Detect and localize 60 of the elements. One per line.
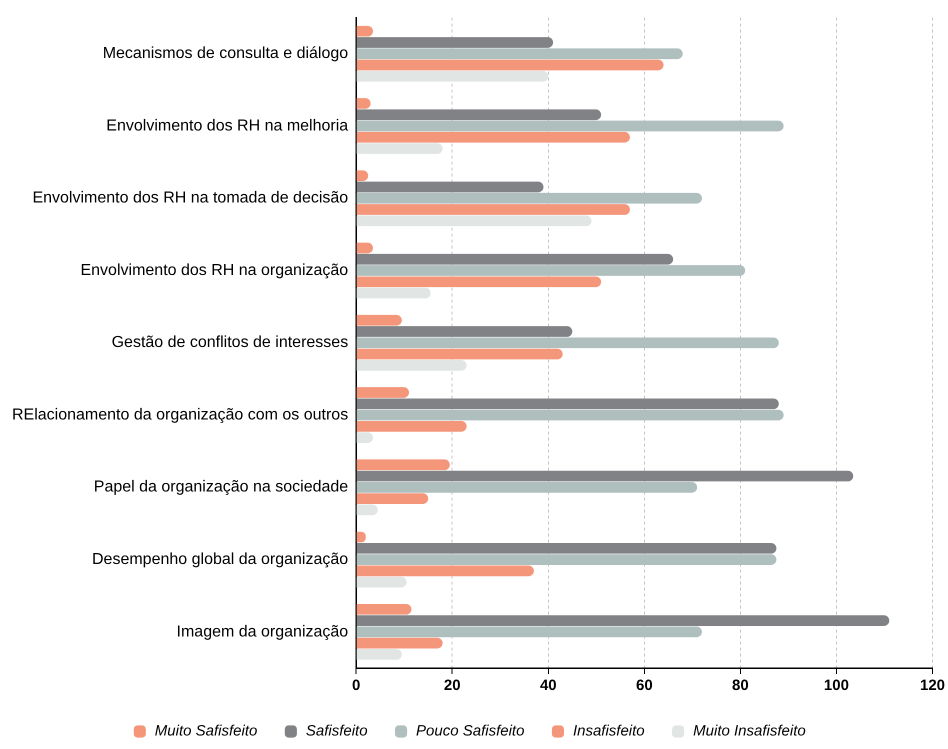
legend-label: Muito Safisfeito — [154, 722, 258, 740]
bar — [356, 109, 602, 120]
y-tick-label: RElacionamento da organização com os outros — [12, 406, 348, 424]
legend-label: Muito Insafisfeito — [693, 722, 806, 740]
bar — [356, 265, 746, 276]
y-tick-label: Envolvimento dos RH na organização — [80, 262, 348, 279]
bar — [356, 387, 410, 398]
bar — [356, 70, 548, 82]
bar — [356, 182, 544, 192]
bar — [356, 143, 443, 154]
bar — [356, 604, 412, 615]
bar — [356, 576, 407, 588]
bar — [356, 314, 402, 326]
bar — [356, 120, 784, 132]
bar — [356, 638, 443, 648]
bar — [356, 470, 854, 482]
bar — [356, 288, 431, 298]
y-tick-label: Mecanismos de consulta e diálogo — [102, 45, 348, 62]
y-tick-label: Desempenho global da organização — [92, 551, 348, 568]
bar — [356, 192, 702, 204]
x-tick-label: 100 — [824, 677, 849, 694]
x-tick-label: 40 — [540, 677, 557, 694]
bar — [356, 482, 698, 493]
bar — [356, 649, 402, 660]
bar — [356, 60, 664, 70]
bar — [356, 326, 572, 337]
bar — [356, 542, 776, 554]
x-tick-label: 120 — [920, 677, 945, 694]
bar — [356, 215, 592, 226]
bar — [356, 615, 890, 626]
legend-label: Safisfeito — [306, 722, 368, 740]
bar — [356, 37, 554, 48]
bar — [356, 254, 674, 265]
x-tick-label: 0 — [352, 677, 360, 694]
bar — [356, 360, 467, 371]
x-tick-label: 80 — [732, 677, 749, 694]
bar — [356, 348, 563, 360]
x-tick-label: 20 — [444, 677, 461, 694]
legend-label: Insafisfeito — [572, 722, 645, 740]
bar — [356, 48, 683, 60]
bar — [356, 204, 630, 215]
bar — [356, 337, 779, 348]
x-tick-label: 60 — [636, 677, 653, 694]
y-tick-label: Envolvimento dos RH na melhoria — [106, 117, 348, 134]
y-tick-label: Envolvimento dos RH na tomada de decisão — [32, 190, 348, 207]
bar — [356, 626, 702, 638]
bar — [356, 132, 630, 143]
bar — [356, 410, 784, 420]
bar — [356, 459, 450, 470]
bar — [356, 420, 467, 432]
y-tick-label: Gestão de conflitos de interesses — [112, 334, 348, 352]
y-tick-label: Papel da organização na sociedade — [94, 478, 348, 496]
bar — [356, 493, 428, 504]
bar — [356, 276, 602, 288]
y-tick-label: Imagem da organização — [176, 623, 348, 640]
legend-label: Pouco Safisfeito — [416, 722, 524, 740]
bar — [356, 504, 378, 516]
bar — [356, 398, 779, 410]
bar — [356, 554, 776, 565]
bar — [356, 566, 534, 576]
